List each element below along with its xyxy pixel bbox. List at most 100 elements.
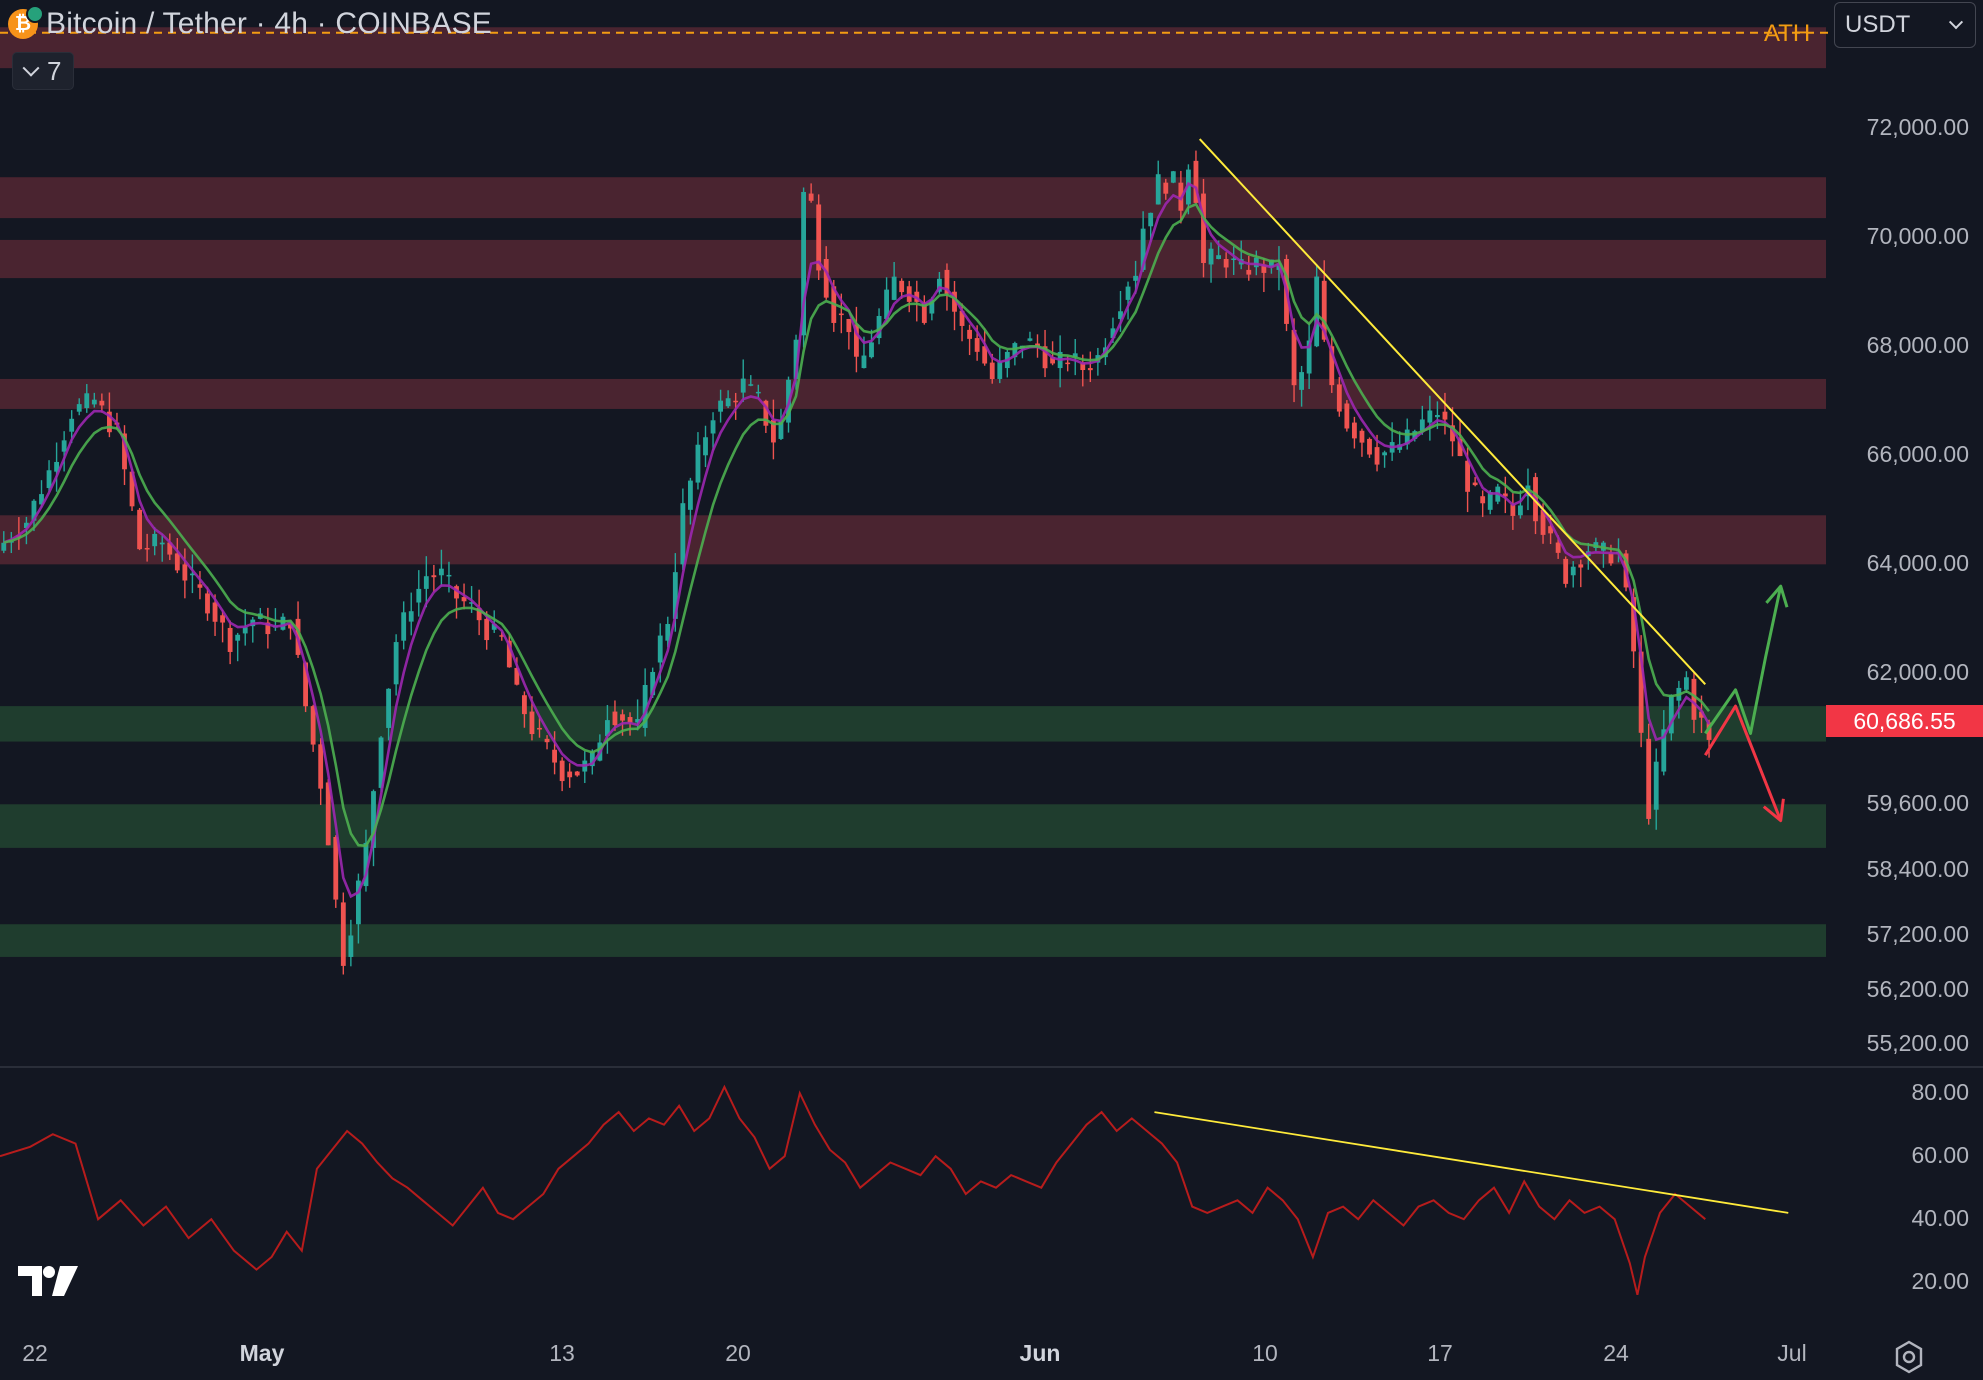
support-zone: [0, 706, 1826, 742]
candle-body: [1517, 505, 1523, 516]
candle-body: [401, 612, 407, 641]
candle-body: [1050, 357, 1056, 364]
time-axis-tick-label: 17: [1427, 1340, 1453, 1366]
candle-body: [521, 695, 527, 715]
candle-body: [31, 500, 37, 521]
candle-body: [212, 602, 218, 622]
candle-body: [1155, 174, 1161, 205]
candle-body: [69, 418, 75, 432]
candle-body: [152, 533, 158, 547]
candle-body: [265, 622, 271, 635]
candle-body: [1110, 328, 1116, 339]
candle-body: [159, 542, 165, 545]
candle-body: [1404, 429, 1410, 445]
candle-body: [1457, 438, 1463, 457]
candle-body: [1261, 264, 1267, 273]
candle-body: [944, 269, 950, 294]
candle-body: [1216, 255, 1222, 260]
candle-body: [288, 624, 293, 629]
resistance-zone: [0, 239, 1826, 279]
rsi-axis-tick-label: 20.00: [1911, 1268, 1969, 1295]
candle-body: [529, 711, 535, 735]
candle-body: [665, 624, 671, 641]
bitcoin-icon: ₿: [8, 5, 44, 39]
tradingview-logo[interactable]: [18, 1264, 80, 1298]
candle-body: [205, 593, 210, 614]
candle-body: [710, 420, 716, 434]
candle-body: [189, 573, 195, 576]
support-zone: [0, 804, 1826, 848]
candle-body: [967, 329, 973, 339]
candle-body: [650, 671, 656, 696]
candle-body: [46, 470, 52, 489]
candle-body: [952, 291, 957, 312]
candle-body: [567, 771, 573, 778]
candle-body: [1661, 729, 1667, 772]
candle-body: [363, 842, 369, 887]
candle-body: [242, 627, 248, 634]
currency-select[interactable]: USDT: [1834, 2, 1976, 48]
candle-body: [838, 313, 844, 316]
candle-body: [861, 355, 867, 369]
candle-body: [869, 342, 874, 358]
candle-body: [23, 522, 29, 529]
projection-down-arrow-head: [1762, 798, 1785, 823]
symbol-title[interactable]: Bitcoin / Tether · 4h · COINBASE: [46, 7, 493, 40]
candle-body: [657, 635, 663, 663]
candle-body: [544, 738, 550, 743]
chevron-down-icon: [1948, 15, 1964, 30]
candle-body: [1170, 171, 1176, 183]
candle-body: [627, 717, 633, 723]
candle-body: [280, 616, 286, 630]
candle-body: [1631, 597, 1637, 652]
candle-body: [884, 289, 890, 319]
candle-body: [703, 437, 708, 456]
candle-body: [793, 339, 799, 379]
candle-body: [348, 935, 354, 957]
candle-body: [1291, 329, 1297, 386]
candle-body: [1555, 542, 1561, 553]
candle-body: [1510, 504, 1516, 516]
candle-body: [574, 771, 580, 776]
candle-body: [846, 318, 852, 333]
candle-body: [1699, 711, 1704, 718]
candle-body: [997, 361, 1003, 379]
candle-body: [1087, 368, 1093, 371]
candle-body: [469, 602, 475, 604]
candle-body: [423, 576, 429, 589]
time-axis-tick-label: 13: [549, 1340, 575, 1366]
candle-body: [506, 640, 512, 668]
settings-icon[interactable]: [1892, 1340, 1926, 1374]
price-axis-tick-label: 66,000.00: [1866, 441, 1969, 468]
candle-body: [378, 737, 384, 788]
candle-body: [1691, 678, 1697, 720]
candle-body: [1427, 410, 1433, 423]
time-axis-tick-label: Jun: [1019, 1340, 1061, 1366]
indicators-toggle-button[interactable]: 7: [12, 52, 75, 90]
candle-body: [1223, 259, 1229, 268]
candle-body: [1442, 411, 1448, 420]
candle-body: [1080, 362, 1086, 371]
candle-body: [220, 615, 226, 623]
candle-body: [770, 419, 776, 443]
current-price-badge: 60,686.55: [1826, 705, 1983, 737]
candle-body: [559, 760, 565, 782]
candle-body: [1344, 403, 1350, 429]
candle-body: [84, 393, 90, 409]
time-axis-tick-label: 20: [725, 1340, 751, 1366]
candle-body: [318, 744, 324, 789]
candle-body: [680, 503, 686, 565]
candle-body: [725, 398, 731, 407]
candle-body: [1133, 275, 1139, 281]
projection-down-arrow: [1704, 704, 1783, 822]
candle-body: [959, 310, 965, 326]
candle-body: [982, 346, 988, 364]
candle-body: [1065, 362, 1071, 365]
candle-body: [1072, 353, 1078, 358]
candle-body: [333, 836, 339, 900]
rsi-axis-tick-label: 40.00: [1911, 1205, 1969, 1232]
candle-body: [801, 191, 807, 336]
candle-body: [604, 720, 610, 737]
candle-body: [589, 751, 595, 767]
